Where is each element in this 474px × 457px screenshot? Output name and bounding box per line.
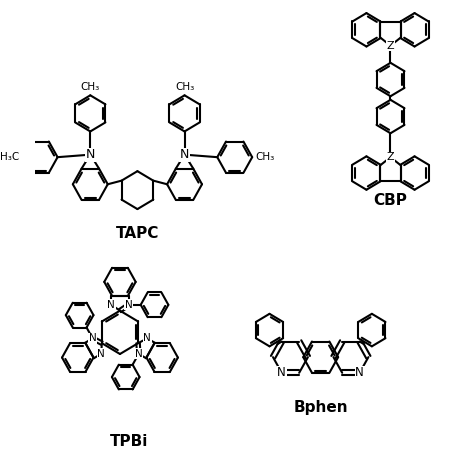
Text: N: N [356,367,364,379]
Text: N: N [277,367,286,379]
Text: Z: Z [387,152,394,162]
Text: N: N [180,149,189,161]
Text: CH₃: CH₃ [175,82,194,92]
Text: N: N [86,149,95,161]
Text: N: N [108,300,115,310]
Text: Bphen: Bphen [293,400,348,415]
Text: CH₃: CH₃ [255,152,274,162]
Text: CBP: CBP [374,193,408,208]
Text: N: N [97,349,105,359]
Text: H₃C: H₃C [0,152,19,162]
Text: N: N [144,333,151,343]
Text: N: N [125,300,133,310]
Text: N: N [89,333,97,343]
Text: Z: Z [387,41,394,51]
Text: TPBi: TPBi [109,434,148,449]
Text: CH₃: CH₃ [81,82,100,92]
Text: TAPC: TAPC [116,226,159,241]
Text: N: N [135,349,143,359]
